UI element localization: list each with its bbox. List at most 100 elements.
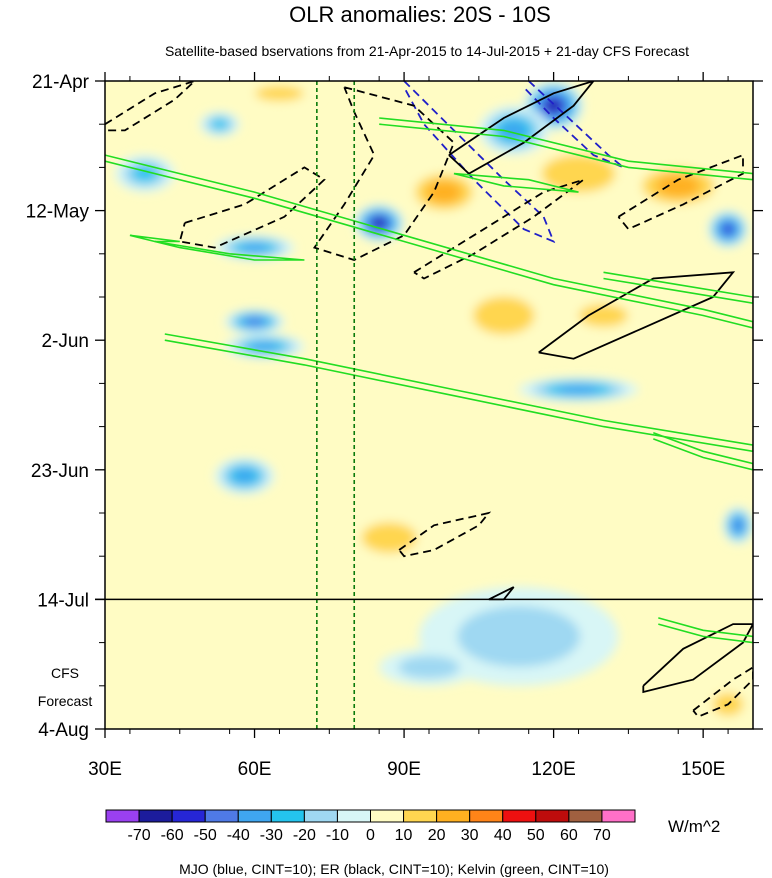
x-tick-label: 90E [387, 759, 421, 780]
anomaly-negative-7 [224, 334, 305, 359]
axes: 30E 60E 90E 120E 150E 21-Apr 12-May 2-Jun 23-Jun… [26, 72, 763, 780]
colorbar-tick-label: -50 [194, 827, 217, 844]
contour-kelvin-17 [653, 432, 753, 471]
contour-kelvin-18 [658, 617, 753, 644]
colorbar-tick-label: -60 [161, 827, 184, 844]
colorbar-swatch [138, 809, 173, 823]
contour-kelvin-21 [453, 172, 579, 193]
colorbar-swatch [303, 809, 338, 823]
anomaly-ring [234, 469, 255, 483]
colorbar-tick-label: -10 [326, 827, 349, 844]
anomaly-negative-10 [214, 457, 275, 495]
y-tick-label: 12-May [26, 202, 90, 223]
contour-mjo-0 [403, 81, 556, 244]
colorbar-tick-label: 60 [560, 827, 578, 844]
anomaly-ring [723, 224, 733, 234]
contour-kelvin-15 [379, 117, 753, 181]
contour-er-7 [398, 511, 492, 558]
anomaly-ring [210, 118, 229, 130]
colorbar-swatch [502, 809, 537, 823]
anomaly-ring [361, 522, 417, 553]
anomaly-negative-11 [723, 506, 753, 544]
forecast-label-forecast: Forecast [38, 693, 93, 709]
colorbar-tick-label: 10 [395, 827, 413, 844]
anomaly-ring [557, 385, 600, 394]
contour-er-3 [178, 166, 326, 249]
anomaly-ring [373, 219, 385, 227]
contour-er-9 [448, 81, 595, 175]
colorbar-tick-label: -30 [260, 827, 283, 844]
anomaly-negative-3 [214, 235, 295, 260]
colorbar-tick-label: -40 [227, 827, 250, 844]
colorbar-swatch [403, 809, 438, 823]
colorbar-swatch [370, 809, 405, 823]
colorbar-tick-label: 30 [461, 827, 479, 844]
colorbar-units: W/m^2 [668, 817, 720, 836]
contour-kelvin-19 [154, 240, 305, 261]
anomaly-positive-20 [344, 334, 464, 409]
contour-kelvin-13 [105, 154, 753, 329]
x-tick-label: 30E [88, 759, 122, 780]
anomaly-ring [478, 469, 579, 532]
contour-kelvin-14 [164, 333, 753, 453]
anomaly-ring [656, 174, 701, 197]
anomaly-ring [254, 85, 305, 101]
forecast-label-cfs: CFS [51, 665, 79, 681]
contour-mjo-1 [523, 81, 624, 169]
contour-er-5 [413, 178, 585, 280]
contour-er-10 [538, 271, 736, 360]
wave-contours [105, 81, 753, 718]
colorbar-tick-label: -70 [128, 827, 151, 844]
anomaly-ring [240, 243, 269, 252]
plot-area [95, 80, 763, 730]
anomaly-positive-19 [563, 297, 644, 335]
colorbar-swatch [204, 809, 239, 823]
colorbar-tick-label: 20 [428, 827, 446, 844]
colorbar-swatch [535, 809, 570, 823]
x-tick-label: 120E [531, 759, 575, 780]
y-tick-label: 21-Apr [32, 72, 90, 93]
colorbar: -70 -60 -50 -40 -30 -20 -10 0 10 20 30 40 50 60 70 [105, 809, 636, 844]
y-tick-label: 2-Jun [41, 331, 89, 352]
colorbar-swatch [237, 809, 272, 823]
anomaly-positive-21 [344, 513, 434, 563]
anomaly-positive-18 [453, 284, 554, 347]
anomaly-ring [426, 181, 462, 204]
colorbar-tick-label: 50 [527, 827, 545, 844]
anomaly-negative-5 [199, 111, 240, 137]
contour-er-4 [105, 81, 196, 132]
anomaly-ring [547, 100, 560, 111]
anomaly-ring [398, 655, 460, 679]
anomaly-positive-16 [239, 81, 320, 106]
colorbar-swatch [601, 809, 636, 823]
anomaly-positive-15 [404, 167, 484, 217]
anomaly-ring [733, 520, 743, 531]
anomaly-ring [250, 342, 279, 351]
colorbar-swatch [270, 809, 305, 823]
colorbar-tick-label: -20 [293, 827, 316, 844]
x-tick-label: 60E [238, 759, 272, 780]
colorbar-swatch [436, 809, 471, 823]
chart-subtitle: Satellite-based bservations from 21-Apr-… [165, 43, 689, 59]
colorbar-tick-label: 40 [494, 827, 512, 844]
contour-er-6 [617, 153, 744, 231]
anomaly-positive-22 [478, 469, 579, 532]
contour-footnote: MJO (blue, CINT=10); ER (black, CINT=10)… [179, 861, 609, 877]
reference-lines [316, 81, 356, 729]
colorbar-swatch [336, 809, 371, 823]
colorbar-swatch [105, 809, 140, 823]
contour-kelvin-16 [603, 271, 753, 305]
anomaly-ring [245, 318, 264, 326]
colorbar-swatch [171, 809, 206, 823]
anomaly-ring [457, 606, 581, 667]
anomaly-ring [344, 334, 464, 409]
anomaly-negative-6 [224, 309, 285, 335]
chart-title: OLR anomalies: 20S - 10S [289, 2, 551, 27]
y-tick-label: 23-Jun [31, 461, 89, 482]
x-tick-label: 150E [681, 759, 725, 780]
y-tick-label: 14-Jul [37, 590, 89, 611]
anomaly-positive-17 [628, 161, 729, 211]
contour-kelvin-20 [129, 234, 180, 243]
colorbar-tick-label: 0 [366, 827, 375, 844]
